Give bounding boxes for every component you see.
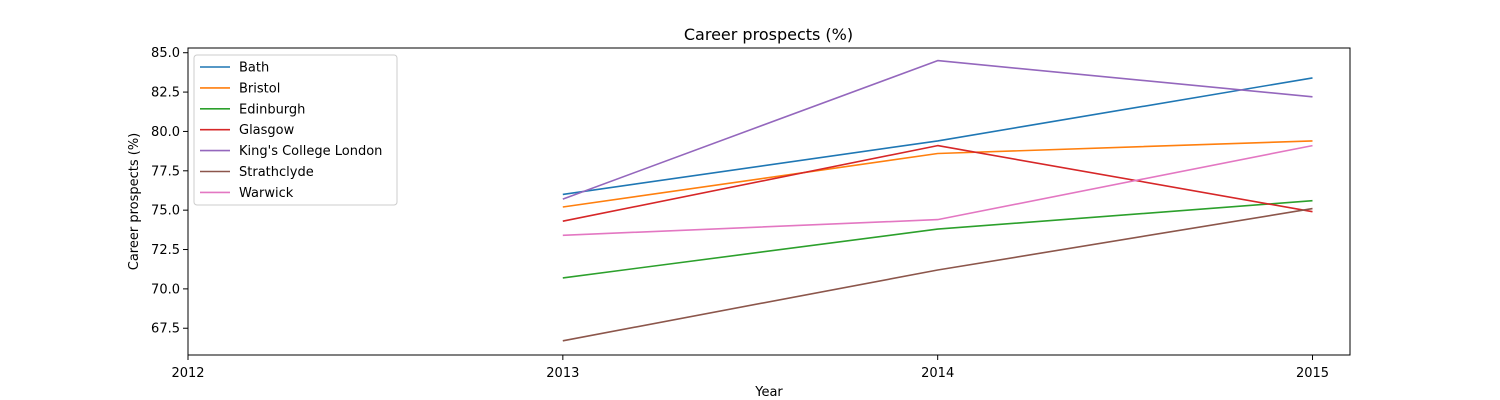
legend-label: King's College London [239,144,382,159]
y-tick-label: 72.5 [151,243,180,258]
legend-label: Glasgow [239,123,295,138]
chart-title: Career prospects (%) [684,25,853,44]
y-tick-label: 85.0 [151,46,180,61]
series-line [562,59,1313,200]
series-line [562,144,1313,222]
legend-frame [193,54,398,206]
y-tick-label: 82.5 [151,86,180,101]
series-lines [562,59,1313,342]
series-line [562,207,1313,342]
x-tick-label: 2012 [171,366,204,381]
plot-area [187,47,1351,356]
y-tick-label: 75.0 [151,204,180,219]
plot-frame [187,47,1351,356]
y-tick-label: 80.0 [151,125,180,140]
series-line [562,199,1313,279]
x-axis-label: Year [754,385,783,400]
legend-label: Strathclyde [239,165,314,180]
legend-label: Warwick [239,186,294,201]
y-tick-label: 67.5 [151,322,180,337]
legend-label: Edinburgh [239,102,305,117]
legend: Bath Bristol Edinburgh Glasgow King's Colleg… [193,54,398,206]
y-axis-ticks: 67.5 70.0 72.5 75.0 77.5 80.0 82.5 85.0 [151,46,188,337]
y-tick-label: 77.5 [151,164,180,179]
legend-label: Bath [239,61,269,76]
x-tick-label: 2013 [546,366,579,381]
x-tick-label: 2014 [921,366,954,381]
series-line [562,140,1313,208]
y-axis-label: Career prospects (%) [127,133,142,271]
series-line [562,144,1313,237]
series-line [562,77,1313,196]
x-axis-ticks: 2012 2013 2014 2015 [171,355,1329,381]
y-tick-label: 70.0 [151,282,180,297]
x-tick-label: 2015 [1296,366,1329,381]
legend-label: Bristol [239,81,280,96]
